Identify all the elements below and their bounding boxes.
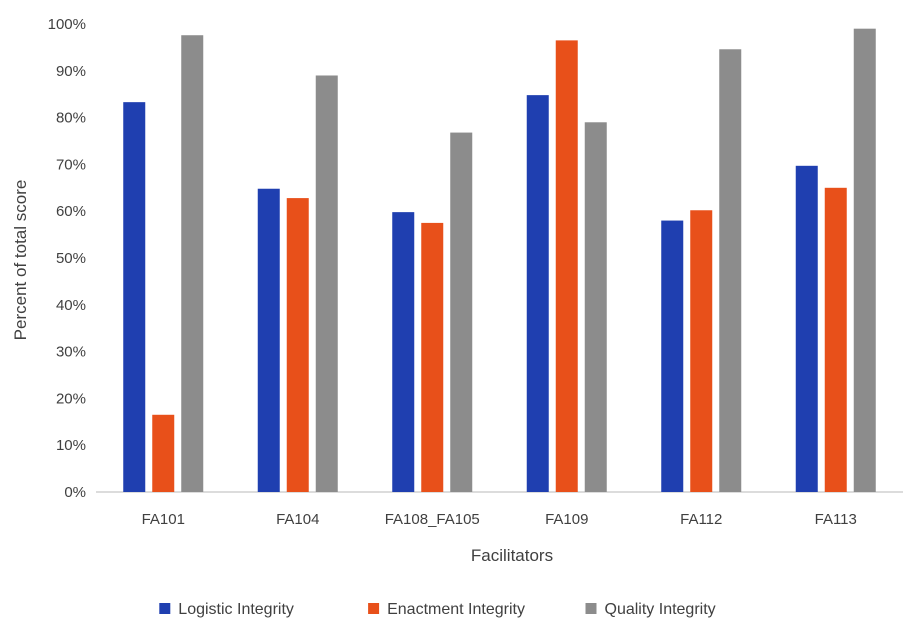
bar bbox=[450, 132, 473, 493]
y-tick-label: 60% bbox=[56, 203, 86, 220]
x-tick-label: FA101 bbox=[142, 511, 185, 528]
bar bbox=[719, 49, 742, 492]
x-tick-label: FA113 bbox=[815, 511, 857, 528]
legend-label: Logistic Integrity bbox=[178, 601, 294, 618]
bar bbox=[795, 165, 818, 492]
bars bbox=[123, 28, 876, 493]
bar bbox=[315, 75, 338, 492]
y-tick-label: 70% bbox=[56, 156, 86, 173]
x-axis-title: Facilitators bbox=[471, 546, 553, 565]
legend-label: Quality Integrity bbox=[605, 601, 716, 618]
bar bbox=[286, 198, 309, 492]
bar bbox=[584, 122, 607, 492]
legend-swatch bbox=[585, 603, 597, 614]
bar bbox=[421, 222, 444, 492]
bar bbox=[152, 414, 175, 492]
y-axis-ticks: 0% 10% 20% 30% 40% 50% 60% 70% 80% 90% 100% bbox=[48, 16, 86, 501]
y-tick-label: 40% bbox=[56, 297, 86, 314]
y-tick-label: 90% bbox=[56, 63, 86, 80]
bar bbox=[690, 210, 713, 492]
y-axis-title: Percent of total score bbox=[11, 180, 30, 341]
bar bbox=[824, 187, 847, 493]
bar bbox=[526, 95, 549, 493]
bar bbox=[257, 188, 280, 492]
y-tick-label: 10% bbox=[56, 437, 86, 454]
bar bbox=[661, 220, 684, 492]
legend-swatch bbox=[159, 603, 171, 614]
x-tick-label: FA109 bbox=[545, 511, 588, 528]
bar bbox=[555, 40, 578, 492]
x-tick-label: FA112 bbox=[680, 511, 722, 528]
bar bbox=[181, 35, 204, 493]
legend: Logistic Integrity Enactment Integrity Qua… bbox=[159, 601, 716, 618]
bar bbox=[392, 212, 415, 493]
y-tick-label: 30% bbox=[56, 344, 86, 361]
y-tick-label: 80% bbox=[56, 110, 86, 127]
bar bbox=[853, 28, 876, 493]
bar bbox=[123, 102, 146, 492]
x-tick-label: FA108_FA105 bbox=[385, 511, 480, 528]
y-tick-label: 50% bbox=[56, 250, 86, 267]
legend-swatch bbox=[368, 603, 380, 614]
legend-label: Enactment Integrity bbox=[387, 601, 525, 618]
y-tick-label: 0% bbox=[64, 484, 86, 501]
x-tick-label: FA104 bbox=[276, 511, 319, 528]
y-tick-label: 100% bbox=[48, 16, 86, 33]
y-tick-label: 20% bbox=[56, 390, 86, 407]
x-axis-ticks: FA101 FA104 FA108_FA105 FA109 FA112 FA113 bbox=[142, 511, 857, 528]
